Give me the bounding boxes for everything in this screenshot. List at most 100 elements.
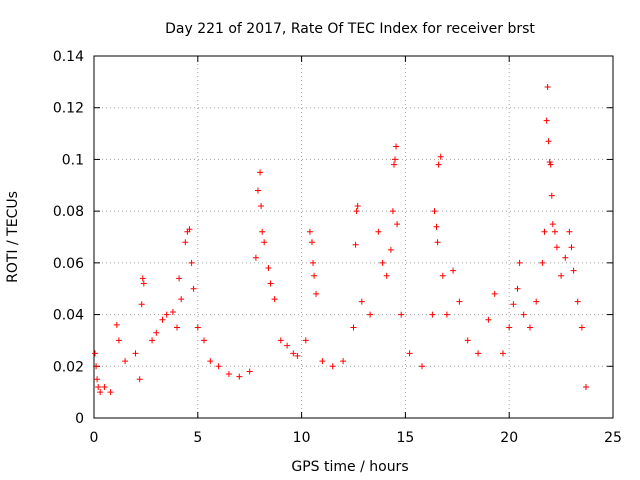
data-point (387, 246, 394, 253)
data-point (340, 358, 347, 365)
y-tick-label: 0.1 (62, 152, 84, 168)
data-point (570, 267, 577, 274)
data-point (132, 350, 139, 357)
data-point (546, 159, 553, 165)
y-axis-label: ROTI / TECUs (5, 191, 21, 283)
data-point (464, 337, 471, 344)
data-point (153, 329, 160, 336)
data-point (544, 84, 551, 90)
data-point (113, 321, 120, 328)
data-point (207, 358, 214, 365)
data-point (583, 384, 589, 390)
data-point (329, 363, 336, 370)
data-point (140, 280, 147, 287)
data-point (93, 363, 100, 370)
data-point (259, 228, 266, 235)
data-point (545, 138, 552, 145)
data-point (309, 239, 315, 246)
x-tick-label: 25 (604, 430, 622, 446)
data-point (367, 311, 374, 318)
data-point (182, 239, 189, 246)
x-tick-label: 0 (90, 430, 99, 446)
data-point (394, 221, 401, 228)
x-tick-label: 10 (293, 430, 311, 446)
data-point (115, 337, 122, 344)
data-point (107, 389, 114, 396)
data-point (527, 324, 533, 331)
data-point (138, 301, 145, 308)
data-point (514, 285, 521, 292)
data-point (485, 316, 492, 323)
data-point (393, 143, 400, 150)
plot-frame (93, 55, 614, 419)
data-point (174, 324, 180, 331)
data-point (450, 267, 457, 274)
y-tick-label: 0.14 (53, 49, 84, 65)
data-point (188, 259, 195, 266)
data-point (429, 311, 436, 318)
data-point (101, 384, 108, 390)
x-axis-label: GPS time / hours (291, 459, 408, 475)
data-point (383, 272, 390, 279)
data-point (510, 301, 517, 308)
data-point (257, 169, 264, 176)
data-point (350, 324, 357, 331)
data-point (284, 342, 291, 349)
y-tick-label: 0.02 (53, 359, 84, 375)
data-point (310, 259, 316, 266)
data-point (353, 208, 360, 215)
data-point (566, 228, 573, 235)
data-point (435, 161, 442, 168)
data-points (92, 84, 589, 396)
data-point (313, 290, 320, 297)
data-point (398, 311, 405, 318)
data-point (392, 156, 398, 163)
data-point (261, 239, 268, 246)
data-point (533, 298, 540, 305)
data-point (520, 311, 527, 318)
data-point (543, 117, 550, 124)
data-point (271, 296, 278, 303)
data-point (352, 241, 359, 248)
data-point (553, 244, 560, 251)
data-point (169, 309, 176, 315)
data-point (475, 350, 482, 357)
data-point (431, 208, 438, 215)
data-point (406, 350, 413, 357)
data-point (354, 203, 361, 209)
data-point (267, 280, 274, 287)
data-point (201, 337, 207, 344)
data-point (178, 296, 185, 303)
data-point (311, 272, 318, 279)
data-point (358, 298, 365, 305)
data-point (277, 337, 284, 344)
data-point (574, 298, 581, 305)
data-point (375, 228, 382, 235)
data-point (541, 228, 548, 235)
y-tick-label: 0 (75, 411, 84, 427)
chart-title: Day 221 of 2017, Rate Of TEC Index for r… (165, 21, 535, 37)
data-point (439, 272, 446, 279)
data-point (95, 384, 102, 390)
data-point (159, 316, 166, 323)
data-point (176, 275, 183, 282)
data-point (302, 337, 309, 344)
data-point (246, 368, 253, 375)
y-tick-label: 0.04 (53, 308, 84, 324)
data-point (433, 223, 440, 230)
data-point (94, 376, 101, 383)
data-point (139, 275, 146, 282)
data-point (306, 228, 313, 235)
data-point (97, 389, 104, 396)
ticks: 0 0.02 0.04 0.06 0.08 0.1 0.12 0.14 0 5 10 15 20 25 (53, 49, 622, 446)
data-point (319, 358, 326, 365)
data-point (379, 259, 386, 266)
data-point (391, 161, 397, 168)
data-point (562, 254, 569, 261)
data-point (122, 358, 129, 365)
data-point (547, 161, 554, 168)
data-point (290, 350, 297, 357)
y-tick-label: 0.12 (53, 101, 84, 117)
data-point (258, 203, 265, 209)
